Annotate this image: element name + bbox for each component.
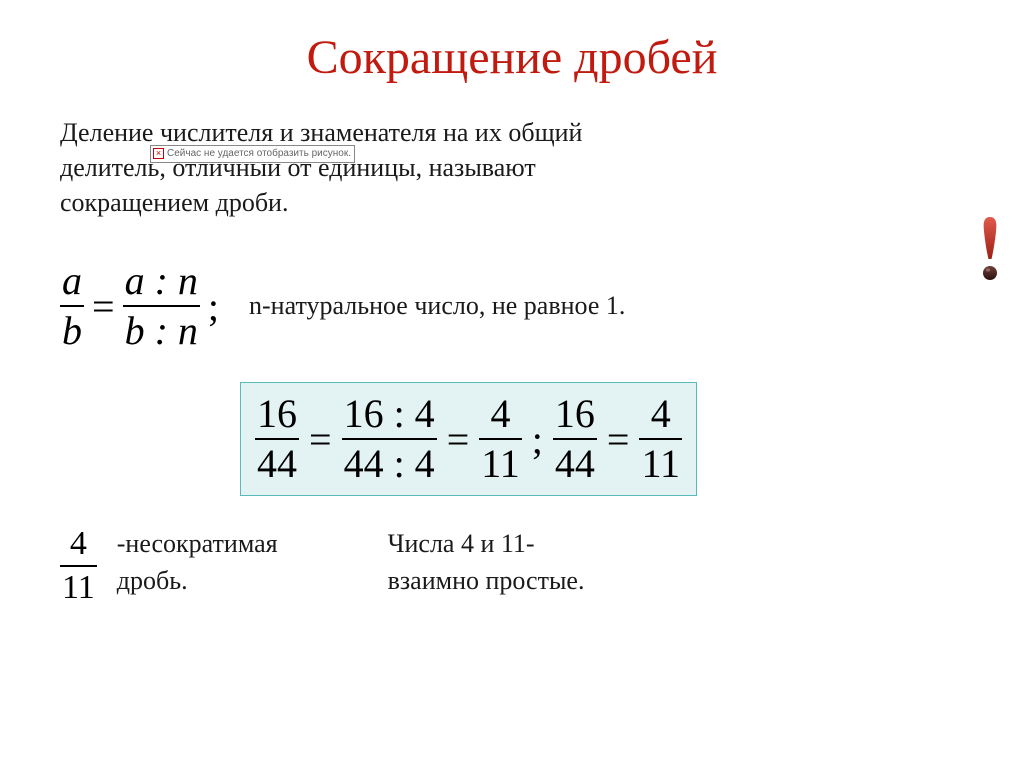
semicolon: ; [532,416,543,463]
definition-block: Деление числителя и знаменателя на их об… [60,115,964,220]
fraction-a-over-b: a b [60,260,84,352]
fraction: 4 11 [639,393,682,485]
fraction-4-over-11: 4 11 [60,526,97,605]
fraction: 4 11 [479,393,522,485]
equals-sign: = [447,416,470,463]
equals-sign: = [607,416,630,463]
fraction-an-over-bn: a : n b : n [123,260,200,352]
semicolon: ; [208,283,219,330]
exclamation-icon [978,215,1002,285]
broken-image-text: Сейчас не удается отобразить рисунок. [167,147,351,161]
fraction: 16 : 4 44 : 4 [342,393,437,485]
example-box: 16 44 = 16 : 4 44 : 4 = 4 11 ; 16 44 = 4… [240,382,697,496]
slide-title: Сокращение дробей [60,30,964,85]
equals-sign: = [92,283,115,330]
example-equation: 16 44 = 16 : 4 44 : 4 = 4 11 ; 16 44 = 4… [255,393,682,485]
irreducible-fraction: 4 11 [60,526,97,605]
fraction: 16 44 [255,393,299,485]
broken-image-placeholder: × Сейчас не удается отобразить рисунок. [150,145,355,163]
irreducible-note: -несократимая дробь. [117,526,278,599]
equals-sign: = [309,416,332,463]
n-note: n-натуральное число, не равное 1. [249,291,625,321]
fraction: 16 44 [553,393,597,485]
bottom-notes: 4 11 -несократимая дробь. Числа 4 и 11- … [60,526,964,605]
slide: Сокращение дробей Деление числителя и зн… [0,0,1024,768]
coprime-note: Числа 4 и 11- взаимно простые. [388,526,585,599]
definition-line: сокращением дроби. [60,185,964,220]
broken-image-icon: × [153,148,164,159]
general-formula: a b = a : n b : n ; [60,260,219,352]
general-formula-row: a b = a : n b : n ; n-натуральное число,… [60,260,964,352]
